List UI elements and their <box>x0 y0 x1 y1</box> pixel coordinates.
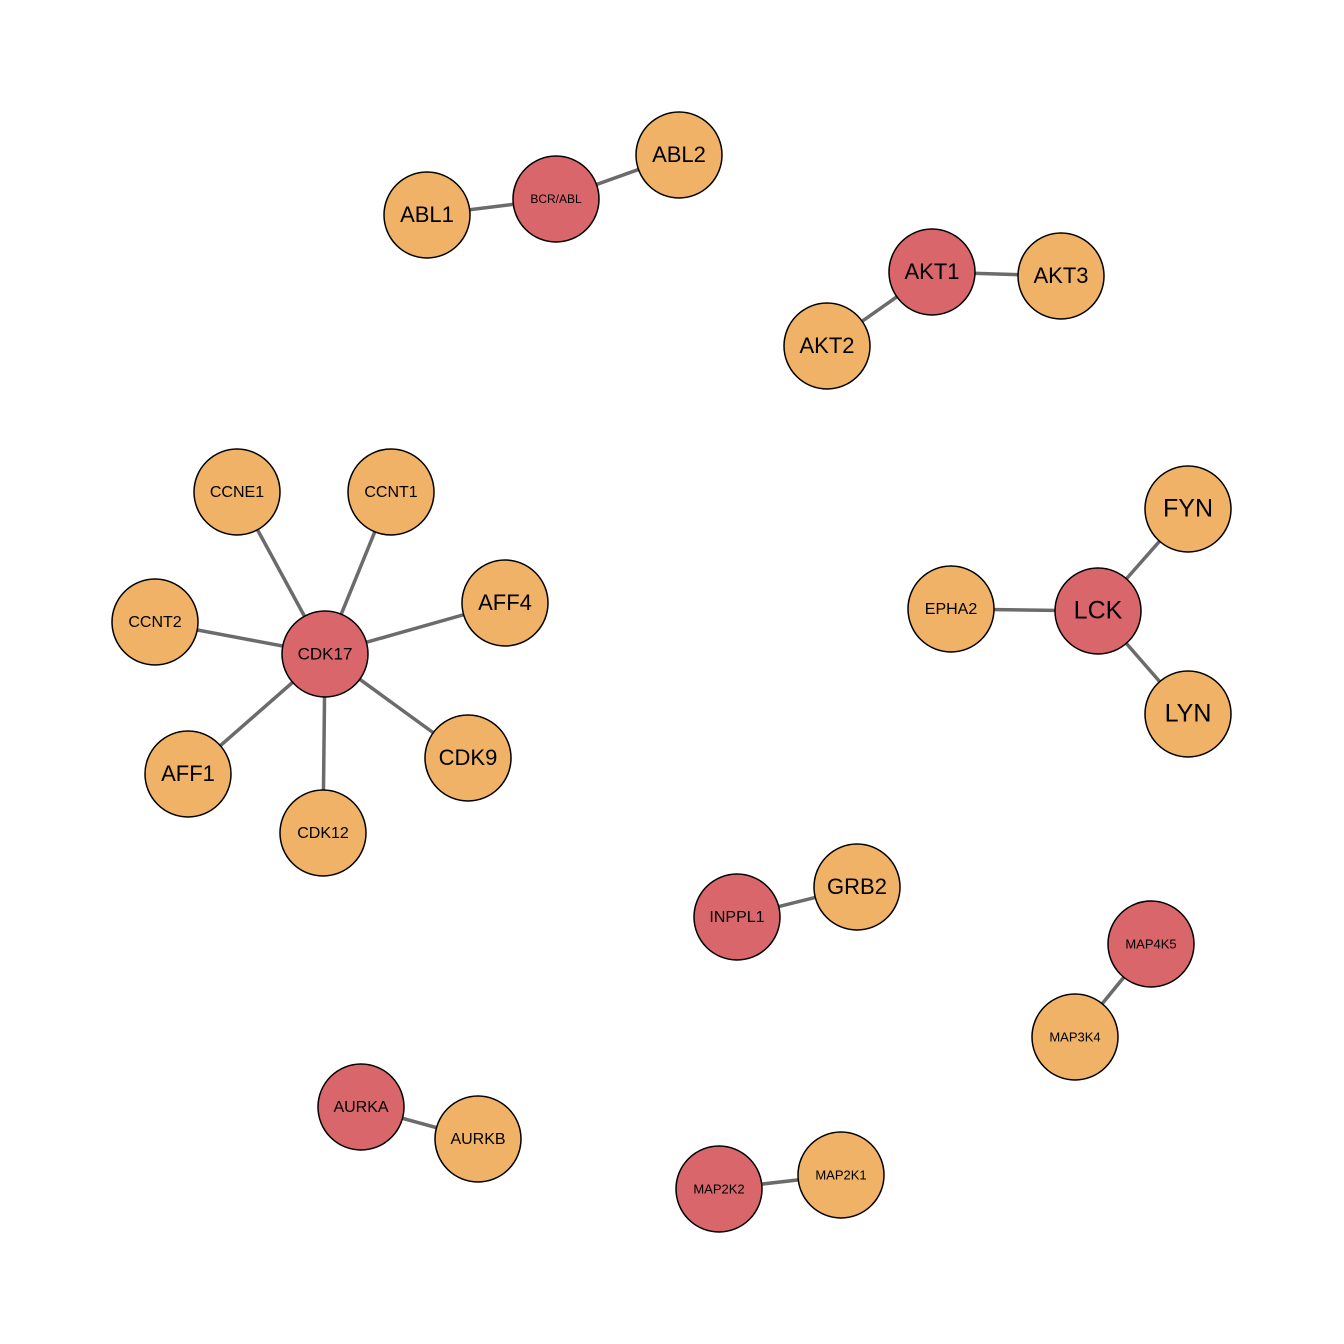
node-label: CCNE1 <box>210 484 264 501</box>
node-label: MAP4K5 <box>1125 936 1176 951</box>
node-circle <box>1054 567 1142 655</box>
node: LCK <box>1054 567 1142 655</box>
node: CCNE1 <box>193 448 281 536</box>
node: CDK17 <box>281 610 369 698</box>
node: AURKA <box>317 1063 405 1151</box>
node: MAP4K5 <box>1107 900 1195 988</box>
node: CDK9 <box>424 714 512 802</box>
node-label: CCNT2 <box>128 614 181 631</box>
node-label: BCR/ABL <box>530 192 582 206</box>
node-label: ABL2 <box>652 142 706 167</box>
node-circle <box>383 171 471 259</box>
node: AKT1 <box>888 228 976 316</box>
node-circle <box>1017 232 1105 320</box>
node-label: CDK12 <box>297 825 349 842</box>
node-label: INPPL1 <box>709 909 764 926</box>
node-circle <box>461 559 549 647</box>
node: AKT3 <box>1017 232 1105 320</box>
node-label: MAP2K1 <box>815 1167 866 1182</box>
node: CDK12 <box>279 789 367 877</box>
node-circle <box>111 578 199 666</box>
node: AKT2 <box>783 302 871 390</box>
node-label: CCNT1 <box>364 484 417 501</box>
node: MAP3K4 <box>1031 993 1119 1081</box>
node-circle <box>675 1145 763 1233</box>
node: EPHA2 <box>907 565 995 653</box>
node-circle <box>907 565 995 653</box>
node: AFF4 <box>461 559 549 647</box>
node-circle <box>279 789 367 877</box>
node: CCNT1 <box>347 448 435 536</box>
node: GRB2 <box>813 843 901 931</box>
node-circle <box>797 1131 885 1219</box>
node-label: MAP3K4 <box>1049 1029 1100 1044</box>
node-circle <box>512 155 600 243</box>
node-label: AFF1 <box>161 761 215 786</box>
node-circle <box>693 873 781 961</box>
node: AFF1 <box>144 730 232 818</box>
node-circle <box>888 228 976 316</box>
node-circle <box>813 843 901 931</box>
node-circle <box>1144 465 1232 553</box>
node-label: MAP2K2 <box>693 1181 744 1196</box>
node: ABL2 <box>635 111 723 199</box>
node-label: AKT1 <box>904 259 959 284</box>
node: CCNT2 <box>111 578 199 666</box>
node-label: CDK9 <box>439 745 498 770</box>
node-label: FYN <box>1163 495 1213 523</box>
nodes: BCR/ABL ABL1 ABL2 AKT1 AKT3 AKT2 CDK17 CCNE1 CCN… <box>111 111 1232 1233</box>
node-label: EPHA2 <box>925 601 978 618</box>
node-label: LYN <box>1165 700 1212 728</box>
node-circle <box>347 448 435 536</box>
node-circle <box>1107 900 1195 988</box>
node-label: AURKA <box>333 1099 388 1116</box>
node: MAP2K2 <box>675 1145 763 1233</box>
node: LYN <box>1144 670 1232 758</box>
node: MAP2K1 <box>797 1131 885 1219</box>
node-label: AURKB <box>450 1131 505 1148</box>
node-label: ABL1 <box>400 202 454 227</box>
node: INPPL1 <box>693 873 781 961</box>
node: AURKB <box>434 1095 522 1183</box>
node-label: LCK <box>1074 597 1123 625</box>
node-circle <box>144 730 232 818</box>
node-circle <box>1031 993 1119 1081</box>
node-circle <box>434 1095 522 1183</box>
node-circle <box>1144 670 1232 758</box>
node-label: CDK17 <box>298 644 353 663</box>
node-circle <box>424 714 512 802</box>
node: FYN <box>1144 465 1232 553</box>
node-label: AKT3 <box>1033 263 1088 288</box>
node: ABL1 <box>383 171 471 259</box>
node-label: AFF4 <box>478 590 532 615</box>
node-circle <box>193 448 281 536</box>
node-circle <box>317 1063 405 1151</box>
node-label: AKT2 <box>799 333 854 358</box>
node: BCR/ABL <box>512 155 600 243</box>
node-circle <box>281 610 369 698</box>
node-label: GRB2 <box>827 874 887 899</box>
node-circle <box>783 302 871 390</box>
node-circle <box>635 111 723 199</box>
